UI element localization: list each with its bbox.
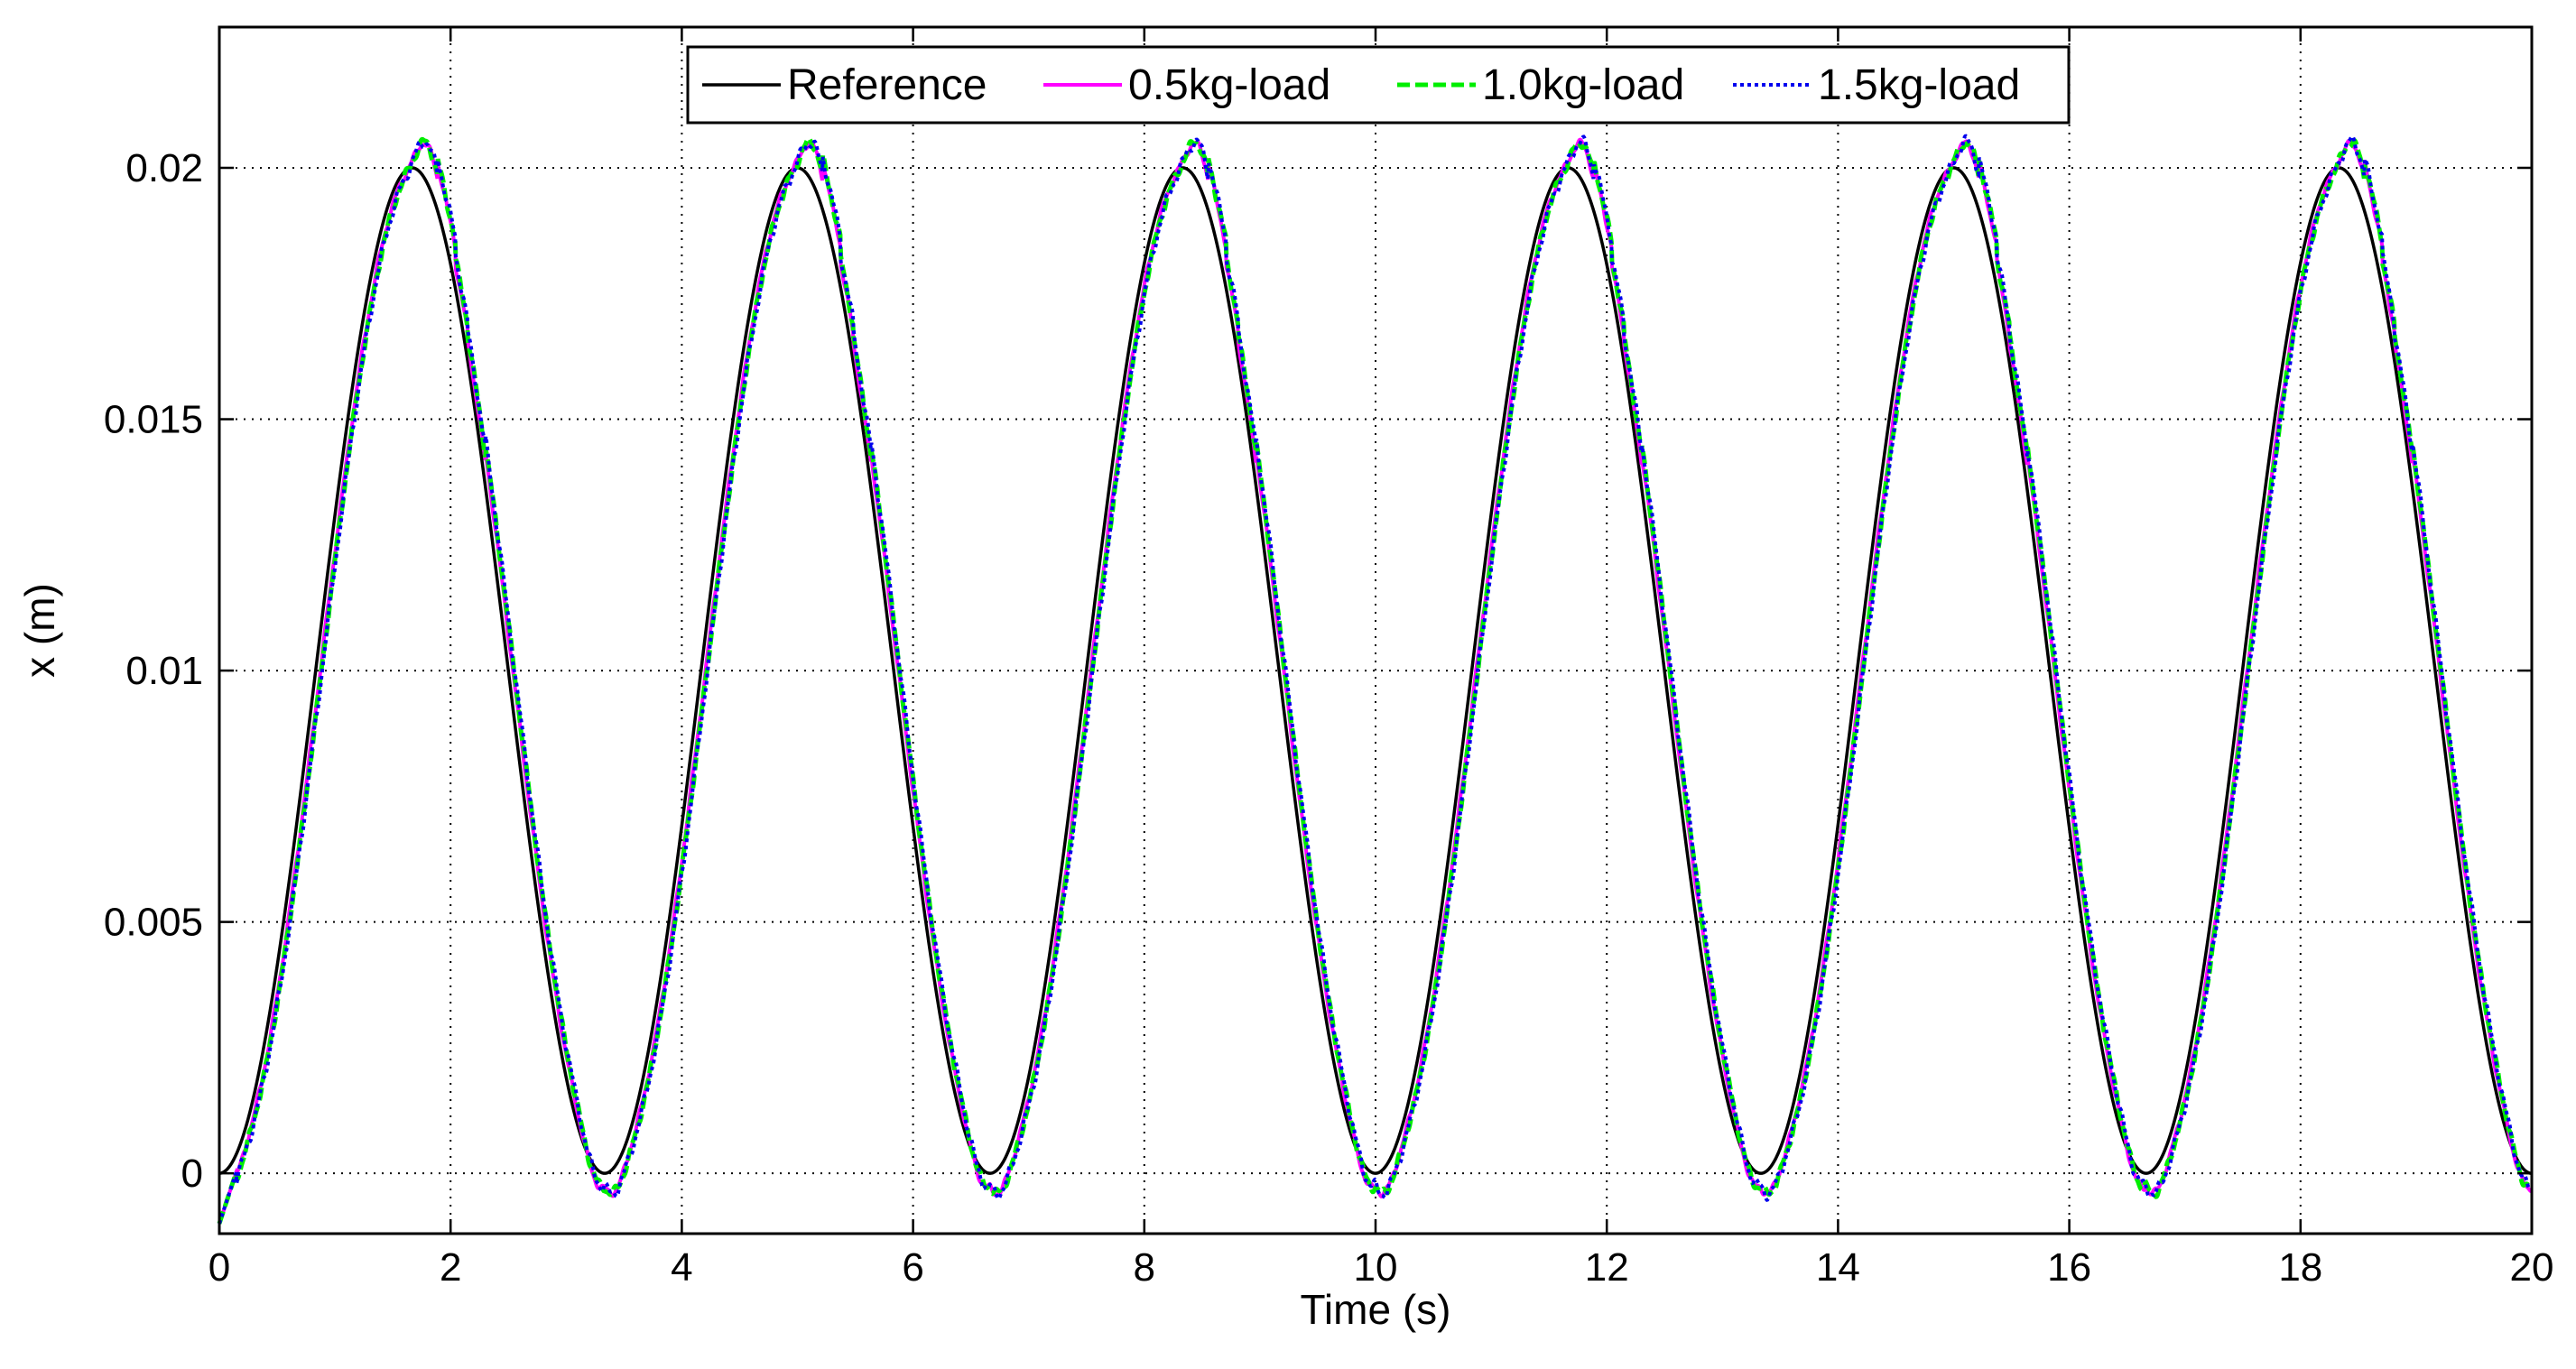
x-tick-label: 12: [1585, 1245, 1629, 1290]
y-tick-label: 0.01: [125, 649, 203, 693]
tick-labels: 0 2 4 6 8 10 12 14 16 18 20 0 0.005 0.01 0.015 0.02: [104, 146, 2554, 1290]
legend-label: 0.5kg-load: [1128, 61, 1330, 109]
y-tick-label: 0: [181, 1152, 203, 1196]
y-tick-label: 0.02: [125, 146, 203, 190]
x-tick-label: 16: [2047, 1245, 2091, 1290]
series-line-reference: [218, 166, 2533, 1175]
legend-label: Reference: [787, 61, 987, 109]
series-layer: [217, 134, 2534, 1225]
ticks: [218, 27, 2534, 1234]
legend: Reference 0.5kg-load 1.0kg-load 1.5kg-load: [686, 45, 2071, 125]
x-tick-label: 8: [1134, 1245, 1155, 1290]
x-tick-label: 14: [1816, 1245, 1860, 1290]
x-tick-label: 6: [902, 1245, 923, 1290]
series-line-1-0kg-load: [217, 135, 2534, 1225]
y-axis-label: x (m): [16, 583, 63, 678]
x-tick-label: 20: [2510, 1245, 2554, 1290]
legend-label: 1.5kg-load: [1818, 61, 2020, 109]
x-axis-label: Time (s): [1301, 1286, 1451, 1333]
legend-box: [686, 45, 2071, 125]
x-tick-label: 10: [1354, 1245, 1398, 1290]
x-tick-label: 0: [208, 1245, 230, 1290]
x-tick-label: 4: [671, 1245, 692, 1290]
x-tick-label: 18: [2278, 1245, 2322, 1290]
legend-label: 1.0kg-load: [1482, 61, 1684, 109]
x-tick-label: 2: [440, 1245, 461, 1290]
y-tick-label: 0.015: [104, 398, 203, 442]
y-tick-label: 0.005: [104, 901, 203, 945]
